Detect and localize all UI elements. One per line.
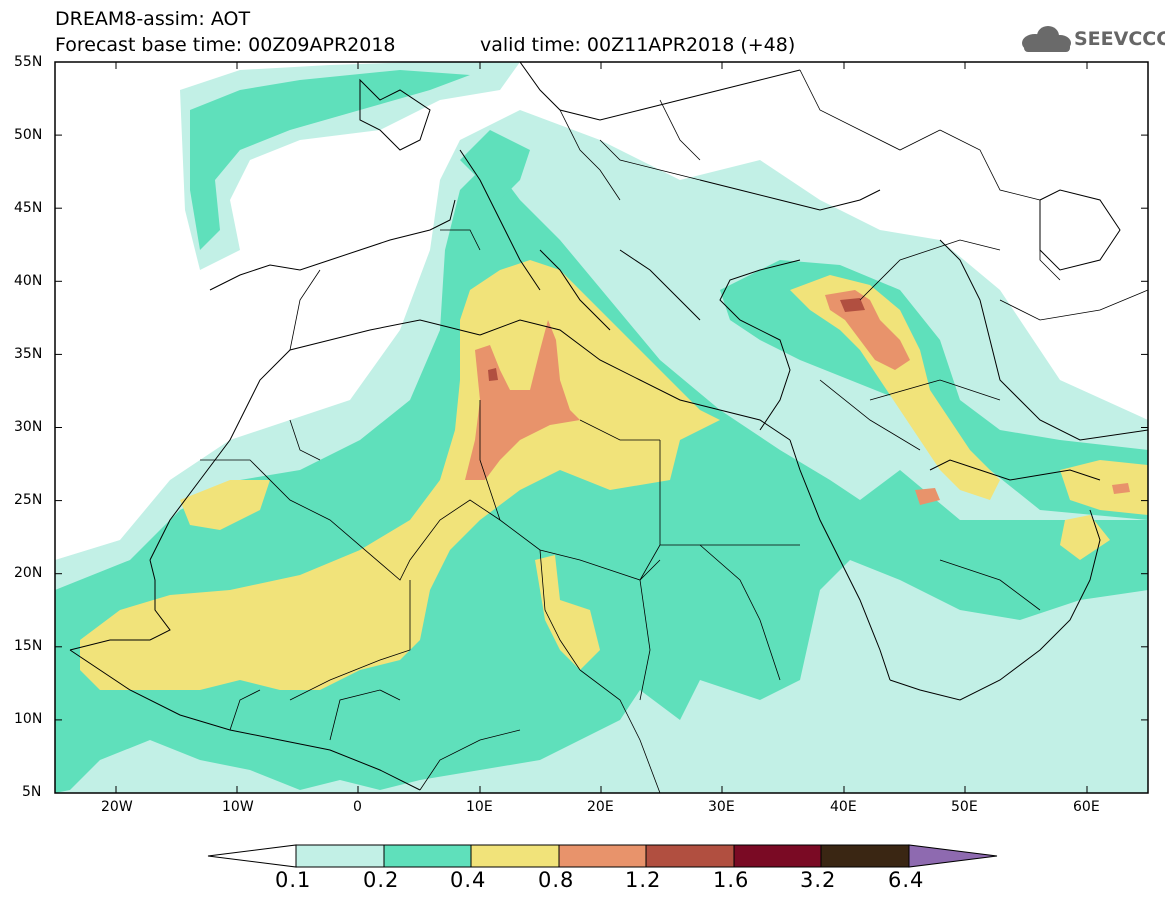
cloud-icon xyxy=(1022,26,1071,52)
colorbar-segment-2 xyxy=(383,844,472,868)
lon-label: 40E xyxy=(830,799,857,815)
lat-label: 30N xyxy=(14,419,43,435)
colorbar-label: 0.2 xyxy=(363,868,400,892)
aot-band-04-yemen xyxy=(1060,515,1110,560)
lat-label: 5N xyxy=(22,784,42,800)
colorbar-label: 3.2 xyxy=(800,868,837,892)
aot-band-08-gulf xyxy=(915,488,940,505)
colorbar xyxy=(207,844,998,868)
colorbar-segment-3 xyxy=(470,844,560,868)
colorbar-segment-7 xyxy=(820,844,910,868)
aot-band-08-oman xyxy=(1112,483,1130,494)
colorbar-segment-5 xyxy=(645,844,735,868)
lat-label: 50N xyxy=(14,127,43,143)
colorbar-segment-4 xyxy=(558,844,647,868)
coastlines xyxy=(69,62,1148,791)
colorbar-label: 1.2 xyxy=(625,868,662,892)
lon-label: 20E xyxy=(587,799,614,815)
lat-label: 25N xyxy=(14,492,43,508)
lat-ticks xyxy=(55,61,1148,721)
colorbar-label: 1.6 xyxy=(713,868,750,892)
lat-label: 20N xyxy=(14,565,43,581)
lat-label: 40N xyxy=(14,273,43,289)
aot-band-04-west xyxy=(180,480,270,530)
forecast-base-time: Forecast base time: 00Z09APR2018 xyxy=(55,34,396,56)
lon-label: 10E xyxy=(466,799,493,815)
aot-band-04-sudan xyxy=(535,555,600,670)
lon-ticks xyxy=(115,62,1088,793)
colorbar-segment-8 xyxy=(908,844,998,868)
lon-label: 0 xyxy=(353,799,362,815)
aot-band-12 xyxy=(840,298,865,312)
colorbar-segment-6 xyxy=(733,844,822,868)
lon-label: 60E xyxy=(1073,799,1100,815)
colorbar-segment-0 xyxy=(207,844,297,868)
borders xyxy=(200,69,1148,793)
colorbar-label: 0.1 xyxy=(275,868,312,892)
aot-band-04-mideast xyxy=(790,275,1000,500)
colorbar-label: 0.4 xyxy=(450,868,487,892)
lat-label: 10N xyxy=(14,711,43,727)
lat-label: 35N xyxy=(14,346,43,362)
map-title: DREAM8-assim: AOT xyxy=(55,8,251,30)
valid-time: valid time: 00Z11APR2018 (+48) xyxy=(480,34,796,56)
colorbar-label: 0.8 xyxy=(538,868,575,892)
aot-field xyxy=(55,62,1148,793)
lon-label: 10W xyxy=(222,799,254,815)
aot-band-12-tunisia xyxy=(488,368,498,381)
aot-band-04 xyxy=(80,260,720,690)
logo-text: SEEVCCC xyxy=(1074,28,1165,50)
lat-label: 45N xyxy=(14,200,43,216)
aot-band-08 xyxy=(465,320,580,480)
lon-label: 50E xyxy=(951,799,978,815)
aot-band-02-italy xyxy=(460,130,530,200)
aot-band-02-north xyxy=(190,70,470,250)
aot-band-02-east xyxy=(720,260,1148,520)
lat-label: 55N xyxy=(14,54,43,70)
colorbar-label: 6.4 xyxy=(888,868,925,892)
lat-label: 15N xyxy=(14,638,43,654)
colorbar-segment-1 xyxy=(295,844,385,868)
lon-label: 20W xyxy=(101,799,133,815)
lon-label: 30E xyxy=(708,799,735,815)
